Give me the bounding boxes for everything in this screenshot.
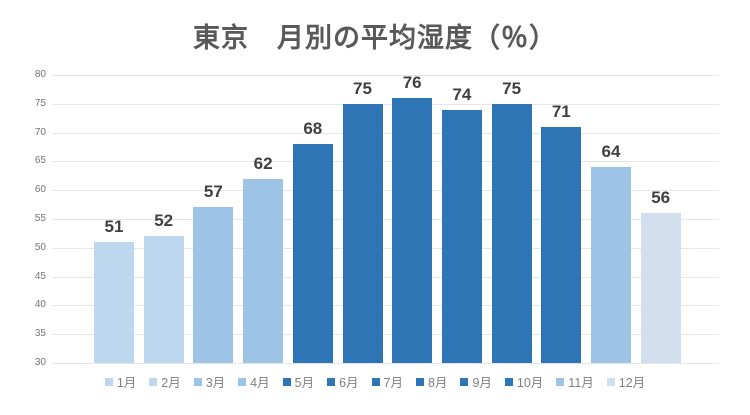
bar-8月 bbox=[441, 109, 482, 363]
chart-title: 東京 月別の平均湿度（％） bbox=[193, 23, 557, 53]
legend-swatch-icon bbox=[238, 377, 247, 386]
legend-item-3月: 3月 bbox=[193, 372, 226, 391]
y-tick-label: 80 bbox=[34, 69, 46, 80]
legend: 1月 2月 3月 4月 5月 6月 7月 8月 9月 10月 11月 12月 bbox=[0, 372, 750, 391]
legend-label: 9月 bbox=[472, 376, 492, 390]
legend-swatch-icon bbox=[282, 377, 291, 386]
gridline bbox=[53, 334, 719, 336]
y-tick-label: 75 bbox=[34, 97, 46, 109]
legend-item-6月: 6月 bbox=[327, 372, 359, 391]
legend-swatch-icon bbox=[415, 377, 424, 386]
gridline bbox=[53, 305, 719, 307]
gridline bbox=[53, 219, 719, 220]
y-tick-label: 60 bbox=[34, 184, 46, 196]
legend-item-9月: 9月 bbox=[460, 372, 492, 391]
bar-9月 bbox=[491, 103, 532, 363]
legend-swatch-icon bbox=[371, 377, 380, 386]
bar-value-label: 75 bbox=[353, 78, 372, 98]
bar-value-label: 75 bbox=[502, 78, 522, 98]
bar-2月 bbox=[143, 236, 184, 363]
legend-item-1月: 1月 bbox=[104, 372, 137, 391]
legend-item-8月: 8月 bbox=[415, 372, 448, 391]
bar-value-label: 68 bbox=[303, 119, 323, 139]
bar-10月 bbox=[541, 126, 582, 363]
y-tick-label: 35 bbox=[34, 328, 46, 340]
bar-value-label: 51 bbox=[104, 217, 124, 237]
legend-item-12月: 12月 bbox=[606, 372, 646, 391]
legend-label: 1月 bbox=[116, 376, 137, 390]
bar-value-label: 74 bbox=[452, 84, 472, 104]
y-tick-label: 70 bbox=[34, 126, 46, 138]
legend-label: 2月 bbox=[161, 376, 181, 390]
gridline bbox=[53, 363, 719, 364]
gridline bbox=[53, 103, 719, 105]
bar-value-label: 56 bbox=[651, 188, 671, 208]
legend-label: 10月 bbox=[516, 376, 544, 390]
bar-value-label: 57 bbox=[203, 182, 223, 202]
bar-12月 bbox=[640, 213, 681, 363]
bar-7月 bbox=[392, 98, 433, 363]
bar-value-label: 62 bbox=[253, 153, 273, 173]
legend-label: 5月 bbox=[294, 376, 315, 390]
legend-label: 7月 bbox=[383, 376, 403, 390]
legend-item-4月: 4月 bbox=[238, 372, 270, 391]
y-tick-label: 45 bbox=[34, 270, 46, 282]
legend-item-7月: 7月 bbox=[371, 372, 403, 391]
bar-value-label: 76 bbox=[402, 73, 422, 93]
gridline bbox=[53, 190, 719, 192]
y-tick-label: 50 bbox=[34, 241, 46, 253]
bar-value-label: 71 bbox=[551, 101, 571, 121]
gridline bbox=[53, 276, 719, 278]
bar-3月 bbox=[193, 207, 234, 363]
legend-swatch-icon bbox=[193, 377, 202, 386]
gridline bbox=[53, 132, 719, 134]
legend-swatch-icon bbox=[556, 377, 565, 386]
bar-value-label: 64 bbox=[601, 142, 621, 162]
gridline bbox=[53, 161, 719, 163]
y-tick-label: 65 bbox=[34, 155, 46, 167]
legend-item-10月: 10月 bbox=[504, 372, 544, 391]
legend-swatch-icon bbox=[606, 377, 615, 386]
legend-label: 4月 bbox=[250, 376, 270, 390]
legend-swatch-icon bbox=[460, 377, 469, 386]
legend-item-2月: 2月 bbox=[149, 372, 181, 391]
y-tick-label: 30 bbox=[34, 357, 46, 368]
legend-swatch-icon bbox=[104, 377, 113, 386]
gridline bbox=[53, 247, 719, 249]
y-tick-label: 40 bbox=[34, 299, 46, 311]
legend-item-5月: 5月 bbox=[282, 372, 315, 391]
bar-6月 bbox=[342, 103, 383, 363]
legend-label: 11月 bbox=[568, 376, 594, 390]
legend-label: 12月 bbox=[618, 376, 646, 390]
bar-5月 bbox=[292, 144, 333, 363]
legend-swatch-icon bbox=[149, 377, 158, 386]
bar-11月 bbox=[591, 167, 631, 363]
bar-1月 bbox=[94, 242, 134, 363]
legend-label: 6月 bbox=[339, 376, 359, 390]
legend-swatch-icon bbox=[504, 377, 513, 386]
legend-swatch-icon bbox=[327, 377, 336, 386]
bar-4月 bbox=[243, 178, 284, 363]
y-tick-label: 55 bbox=[34, 213, 46, 224]
gridline bbox=[53, 75, 719, 76]
bar-value-label: 52 bbox=[154, 211, 174, 231]
legend-label: 3月 bbox=[205, 376, 226, 390]
legend-item-11月: 11月 bbox=[556, 372, 594, 391]
legend-label: 8月 bbox=[427, 376, 448, 390]
